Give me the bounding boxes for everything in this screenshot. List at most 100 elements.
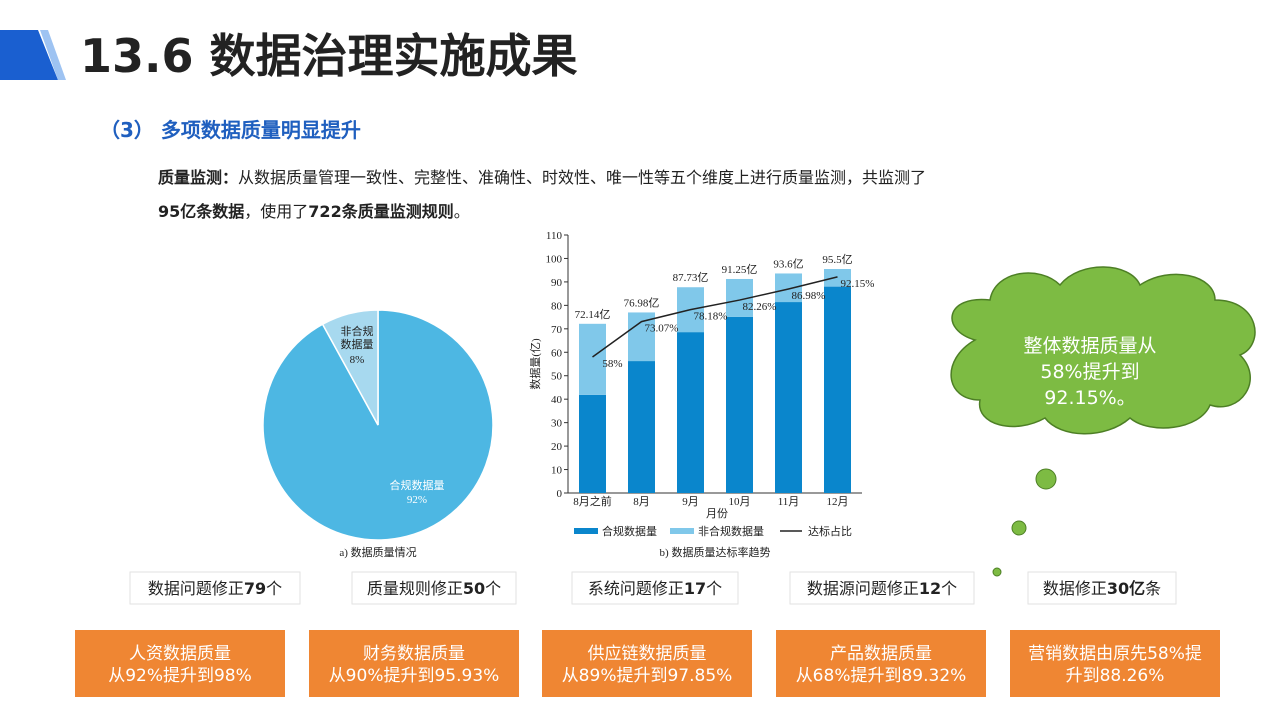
result-text: 营销数据由原先58%提	[1028, 644, 1202, 664]
total-label: 95.5亿	[822, 253, 852, 266]
stat-text: 数据修正30亿条	[1043, 579, 1161, 598]
result-text: 供应链数据质量	[588, 644, 707, 664]
pie-value-label: 92%	[407, 494, 427, 506]
total-label: 72.14亿	[575, 308, 611, 321]
bar-segment	[628, 361, 655, 493]
result-text: 财务数据质量	[363, 644, 465, 664]
total-label: 93.6亿	[773, 257, 803, 270]
header-shape	[0, 30, 58, 80]
stat-part: 17	[684, 579, 706, 598]
result-box	[1010, 630, 1220, 697]
bar-segment	[628, 312, 655, 362]
bar-segment	[579, 323, 606, 395]
stat-part: 系统问题修正	[588, 579, 684, 598]
legend-label: 达标占比	[808, 524, 852, 538]
stat-box	[351, 571, 517, 605]
x-tick-label: 8月之前	[573, 494, 612, 508]
pie-slice	[321, 309, 379, 426]
bar-segment	[677, 332, 704, 493]
rate-label: 58%	[602, 358, 622, 370]
paragraph-segment: 。	[454, 202, 470, 221]
callout-text: 92.15%。	[1044, 387, 1135, 409]
result-text: 从68%提升到89.32%	[796, 666, 967, 686]
stat-part: 个	[266, 579, 282, 598]
x-tick-label: 11月	[778, 496, 800, 508]
legend-label: 合规数据量	[602, 524, 657, 538]
stat-part: 个	[485, 579, 501, 598]
paragraph-line: 质量监测：从数据质量管理一致性、完整性、准确性、时效性、唯一性等五个维度上进行质…	[158, 168, 926, 187]
bar-segment	[824, 286, 851, 493]
callout-text: 整体数据质量从	[1023, 335, 1156, 357]
chart-title: b) 数据质量达标率趋势	[660, 545, 771, 559]
legend-swatch	[670, 528, 694, 534]
rate-label: 86.98%	[792, 290, 826, 302]
header-accent	[40, 30, 66, 80]
legend-swatch	[574, 528, 598, 534]
stat-part: 质量规则修正	[367, 579, 463, 598]
stat-text: 数据问题修正79个	[148, 579, 282, 598]
bar-segment	[579, 394, 606, 493]
y-tick-label: 30	[551, 418, 563, 430]
stat-box	[129, 571, 301, 605]
x-tick-label: 8月	[633, 496, 650, 508]
rate-label: 73.07%	[645, 323, 679, 335]
paragraph-segment: ，使用了	[244, 202, 308, 221]
stat-box	[789, 571, 975, 605]
stat-part: 12	[919, 579, 941, 598]
x-axis-label: 月份	[706, 507, 728, 520]
y-tick-label: 50	[551, 371, 563, 383]
paragraph-segment: 从数据质量管理一致性、完整性、准确性、时效性、唯一性等五个维度上进行质量监测，共…	[238, 168, 926, 187]
stat-text: 质量规则修正50个	[367, 579, 501, 598]
paragraph-segment: 质量监测：	[158, 168, 238, 187]
y-tick-label: 100	[546, 253, 563, 265]
paragraph-segment: 95亿条数据	[158, 202, 244, 221]
y-tick-label: 60	[551, 347, 563, 359]
y-axis-label: 数据量(亿)	[528, 338, 542, 390]
paragraph-line: 95亿条数据，使用了722条质量监测规则。	[158, 202, 470, 221]
stat-part: 数据问题修正	[148, 579, 244, 598]
result-text: 升到88.26%	[1066, 666, 1165, 686]
result-box	[75, 630, 285, 697]
stat-part: 条	[1145, 579, 1161, 598]
stat-part: 30亿	[1107, 579, 1145, 598]
paragraph-segment: 722条质量监测规则	[308, 202, 453, 221]
y-tick-label: 40	[551, 394, 563, 406]
callout-text: 58%提升到	[1040, 361, 1139, 383]
legend-label: 非合规数据量	[698, 524, 764, 538]
thought-dot	[992, 567, 1002, 577]
pie-label: 合规数据量	[390, 478, 445, 492]
total-label: 76.98亿	[624, 296, 660, 309]
stat-part: 50	[463, 579, 485, 598]
total-label: 91.25亿	[722, 263, 758, 276]
total-label: 87.73亿	[673, 271, 709, 284]
thought-dot	[1011, 520, 1027, 536]
result-text: 产品数据质量	[830, 644, 932, 664]
x-tick-label: 10月	[729, 496, 751, 508]
cloud-shape	[950, 266, 1256, 435]
y-tick-label: 70	[551, 324, 563, 336]
y-tick-label: 10	[551, 465, 563, 477]
slide-title: 13.6 数据治理实施成果	[80, 29, 578, 83]
rate-label: 82.26%	[743, 301, 777, 313]
result-text: 人资数据质量	[129, 644, 231, 664]
stat-part: 79	[244, 579, 266, 598]
bar-segment	[824, 269, 851, 287]
stat-part: 个	[706, 579, 722, 598]
rate-label: 92.15%	[841, 278, 875, 290]
stat-part: 数据源问题修正	[807, 579, 919, 598]
result-box	[542, 630, 752, 697]
stat-box	[1027, 571, 1177, 605]
result-box	[309, 630, 519, 697]
bar-segment	[775, 273, 802, 303]
y-tick-label: 90	[551, 277, 563, 289]
result-text: 从92%提升到98%	[108, 666, 252, 686]
result-text: 从90%提升到95.93%	[329, 666, 500, 686]
pie-label: 非合规数据量	[341, 324, 374, 351]
result-box	[776, 630, 986, 697]
pie-value-label: 8%	[350, 354, 365, 366]
rate-label: 78.18%	[694, 311, 728, 323]
result-text: 从89%提升到97.85%	[562, 666, 733, 686]
stat-part: 个	[941, 579, 957, 598]
